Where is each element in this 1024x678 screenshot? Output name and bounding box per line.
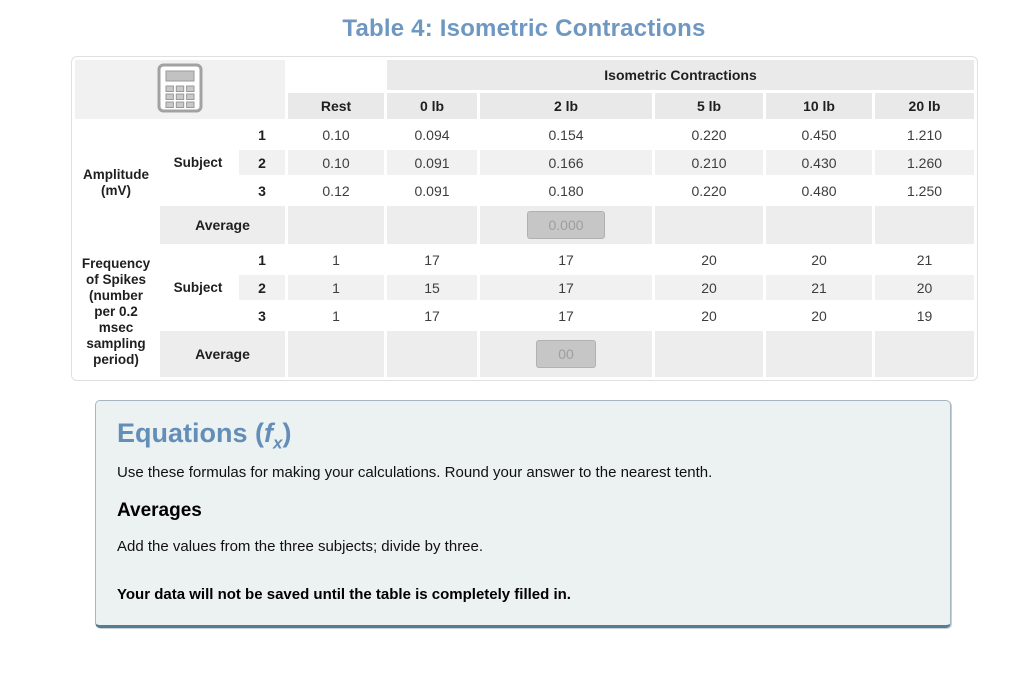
- value-cell-amplitude-s3-c3: 0.220: [655, 178, 764, 203]
- value-cell-frequency-s2-c5: 20: [875, 275, 974, 300]
- data-table: Isometric Contractions Rest 0 lb 2 lb 5 lb 1…: [72, 57, 977, 380]
- frequency-average-cell-10-lb: [766, 331, 873, 377]
- col-header-10-lb: 10 lb: [766, 93, 873, 119]
- fx-symbol: f: [264, 418, 273, 448]
- amplitude-group: Amplitude (mV) Subject 1 0.10 0.094 0.154 0.220…: [75, 122, 974, 244]
- value-cell-amplitude-s2-c3: 0.210: [655, 150, 764, 175]
- averages-subheading: Averages: [117, 500, 202, 522]
- subject-number: 3: [239, 178, 286, 203]
- col-header-rest: Rest: [288, 93, 385, 119]
- value-cell-frequency-s1-c3: 20: [655, 247, 764, 272]
- subject-number: 1: [239, 247, 286, 272]
- subject-number: 2: [239, 150, 286, 175]
- averages-instructions: Add the values from the three subjects; …: [117, 538, 484, 556]
- value-cell-frequency-s2-c3: 20: [655, 275, 764, 300]
- amplitude-average-cell-10-lb: [766, 206, 873, 244]
- value-cell-amplitude-s2-c5: 1.260: [875, 150, 974, 175]
- subject-label: Subject: [160, 122, 236, 203]
- value-cell-amplitude-s2-c0: 0.10: [288, 150, 385, 175]
- value-cell-frequency-s3-c1: 17: [387, 303, 478, 328]
- value-cell-frequency-s3-c4: 20: [766, 303, 873, 328]
- value-cell-amplitude-s3-c2: 0.180: [480, 178, 653, 203]
- value-cell-amplitude-s2-c2: 0.166: [480, 150, 653, 175]
- calculator-cell: [75, 60, 286, 119]
- save-warning: Your data will not be saved until the ta…: [117, 586, 571, 604]
- page-title: Table 4: Isometric Contractions: [342, 15, 706, 42]
- frequency-subject-row-2: 2 1 15 17 20 21 20: [75, 275, 974, 300]
- isometric-contractions-header: Isometric Contractions: [387, 60, 974, 90]
- value-cell-frequency-s2-c1: 15: [387, 275, 478, 300]
- value-cell-amplitude-s2-c4: 0.430: [766, 150, 873, 175]
- equations-panel: Equations (fx) Use these formulas for ma…: [95, 400, 951, 629]
- value-cell-frequency-s1-c5: 21: [875, 247, 974, 272]
- average-label: Average: [160, 206, 286, 244]
- value-cell-frequency-s3-c0: 1: [288, 303, 385, 328]
- frequency-group: Frequency of Spikes (number per 0.2 msec samp…: [75, 247, 974, 377]
- frequency-average-cell-2-lb: [480, 331, 653, 377]
- amplitude-subject-row-3: 3 0.12 0.091 0.180 0.220 0.480 1.250: [75, 178, 974, 203]
- value-cell-frequency-s3-c2: 17: [480, 303, 653, 328]
- subject-number: 3: [239, 303, 286, 328]
- value-cell-frequency-s2-c0: 1: [288, 275, 385, 300]
- subject-label: Subject: [160, 247, 236, 328]
- value-cell-amplitude-s3-c0: 0.12: [288, 178, 385, 203]
- amplitude-average-cell-20-lb: [875, 206, 974, 244]
- value-cell-frequency-s3-c3: 20: [655, 303, 764, 328]
- amplitude-average-cell-5-lb: [655, 206, 764, 244]
- value-cell-amplitude-s1-c2: 0.154: [480, 122, 653, 147]
- value-cell-frequency-s2-c2: 17: [480, 275, 653, 300]
- data-table-card: Isometric Contractions Rest 0 lb 2 lb 5 lb 1…: [71, 56, 978, 381]
- value-cell-amplitude-s1-c4: 0.450: [766, 122, 873, 147]
- value-cell-frequency-s3-c5: 19: [875, 303, 974, 328]
- blank-header-cell: [288, 60, 384, 90]
- col-header-5-lb: 5 lb: [655, 93, 764, 119]
- value-cell-frequency-s1-c2: 17: [480, 247, 653, 272]
- frequency-average-input[interactable]: [536, 340, 597, 368]
- frequency-subject-row-3: 3 1 17 17 20 20 19: [75, 303, 974, 328]
- value-cell-amplitude-s1-c5: 1.210: [875, 122, 974, 147]
- amplitude-subject-row-2: 2 0.10 0.091 0.166 0.210 0.430 1.260: [75, 150, 974, 175]
- amplitude-average-input[interactable]: [527, 211, 606, 239]
- subject-number: 2: [239, 275, 286, 300]
- value-cell-amplitude-s2-c1: 0.091: [387, 150, 478, 175]
- value-cell-amplitude-s1-c3: 0.220: [655, 122, 764, 147]
- col-header-2-lb: 2 lb: [480, 93, 653, 119]
- frequency-average-cell-20-lb: [875, 331, 974, 377]
- amplitude-average-cell-0-lb: [387, 206, 478, 244]
- frequency-average-cell-0-lb: [387, 331, 478, 377]
- col-header-0-lb: 0 lb: [387, 93, 478, 119]
- amplitude-subject-row-1: Amplitude (mV) Subject 1 0.10 0.094 0.154 0.220…: [75, 122, 974, 244]
- col-header-20-lb: 20 lb: [875, 93, 974, 119]
- amplitude-average-cell-rest: [288, 206, 385, 244]
- average-label: Average: [160, 331, 286, 377]
- frequency-average-row: Average: [75, 331, 974, 377]
- calculator-icon: [157, 63, 203, 113]
- amplitude-average-cell-2-lb: [480, 206, 653, 244]
- value-cell-amplitude-s1-c1: 0.094: [387, 122, 478, 147]
- value-cell-amplitude-s3-c5: 1.250: [875, 178, 974, 203]
- equations-intro: Use these formulas for making your calcu…: [117, 464, 713, 482]
- value-cell-frequency-s1-c0: 1: [288, 247, 385, 272]
- value-cell-frequency-s2-c4: 21: [766, 275, 873, 300]
- value-cell-frequency-s1-c1: 17: [387, 247, 478, 272]
- equations-heading: Equations (fx): [117, 418, 292, 453]
- subject-number: 1: [239, 122, 286, 147]
- value-cell-frequency-s1-c4: 20: [766, 247, 873, 272]
- frequency-average-cell-5-lb: [655, 331, 764, 377]
- amplitude-row-group-label: Amplitude (mV): [75, 122, 157, 244]
- frequency-average-cell-rest: [288, 331, 385, 377]
- value-cell-amplitude-s3-c1: 0.091: [387, 178, 478, 203]
- value-cell-amplitude-s3-c4: 0.480: [766, 178, 873, 203]
- amplitude-average-row: Average: [75, 206, 974, 244]
- value-cell-amplitude-s1-c0: 0.10: [288, 122, 385, 147]
- frequency-row-group-label: Frequency of Spikes (number per 0.2 msec samp…: [75, 247, 157, 377]
- frequency-subject-row-1: Frequency of Spikes (number per 0.2 msec samp…: [75, 247, 974, 377]
